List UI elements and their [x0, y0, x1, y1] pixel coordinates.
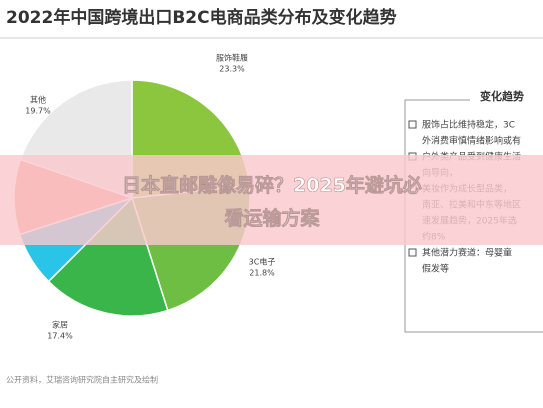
slice-name: 3C电子 — [249, 257, 276, 267]
panel-line: 外消费审慎情绪影响或有 — [422, 135, 521, 147]
overlay-band — [0, 155, 543, 245]
overlay-text: 日本直邮雕像易碎？2025年避坑必 — [122, 174, 422, 197]
slice-value: 19.7% — [25, 107, 51, 116]
slice-name: 其他 — [30, 95, 46, 105]
bullet — [408, 120, 417, 129]
panel-line: 假发等 — [422, 263, 449, 275]
panel-title-bg — [470, 88, 543, 108]
source: 公开资料，艾瑞咨询研究院自主研究及绘制 — [6, 375, 158, 385]
slice-name: 家居 — [52, 320, 68, 330]
chart-title: 2022年中国跨境出口B2C电商品类分布及变化趋势 — [6, 7, 397, 28]
slice-value: 23.3% — [219, 65, 245, 74]
panel-title: 变化趋势 — [480, 89, 524, 103]
bullet — [408, 248, 417, 257]
panel-line: 服饰占比维持稳定，3C — [422, 119, 515, 131]
slice-name: 服饰鞋履 — [216, 53, 248, 63]
slice-value: 17.4% — [47, 332, 73, 341]
overlay-text: 看运输方案 — [223, 207, 320, 230]
panel-line: 其他潜力赛道：母婴童 — [422, 247, 512, 259]
slice-value: 21.8% — [249, 269, 275, 278]
